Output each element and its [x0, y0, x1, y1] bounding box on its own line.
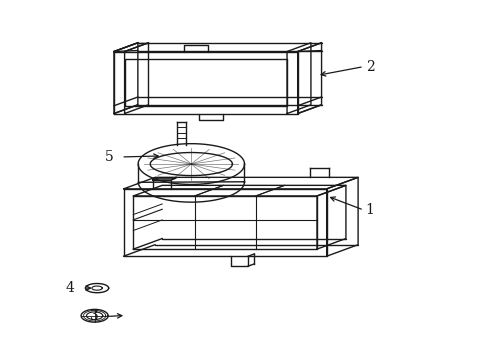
Text: 4: 4 — [66, 281, 75, 295]
Text: 5: 5 — [104, 150, 113, 164]
Text: 1: 1 — [365, 203, 374, 217]
Text: 2: 2 — [365, 59, 374, 73]
Text: 3: 3 — [90, 310, 99, 324]
